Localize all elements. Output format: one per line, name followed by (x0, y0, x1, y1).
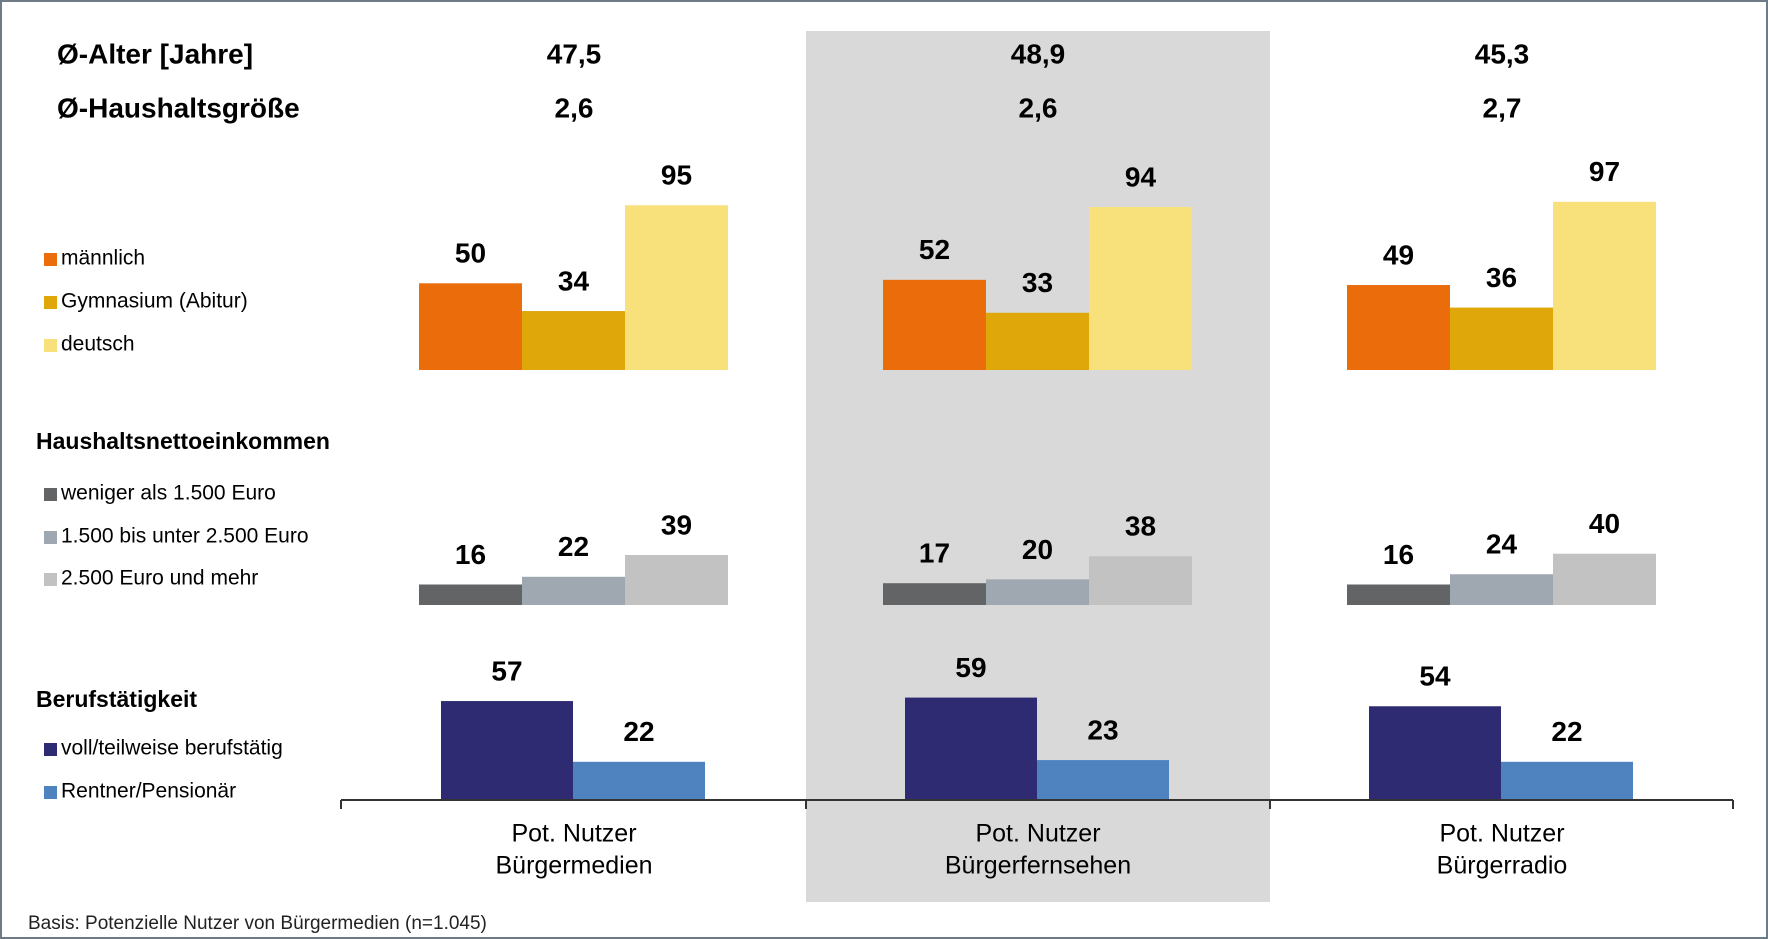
legend-swatch (44, 296, 57, 309)
data-label: 17 (919, 538, 950, 569)
bar (1501, 761, 1633, 800)
data-label: 16 (455, 539, 486, 570)
legend-swatch (44, 743, 57, 756)
bar (1347, 584, 1450, 605)
data-label: 57 (491, 655, 522, 686)
legend-label: männlich (61, 247, 145, 270)
bar (625, 555, 728, 605)
stat-value: 2,6 (555, 92, 594, 123)
data-label: 23 (1087, 714, 1118, 745)
data-label: 94 (1125, 161, 1157, 192)
bar (419, 584, 522, 605)
bar (883, 583, 986, 605)
bar (1037, 760, 1169, 800)
category-label: Pot. Nutzer (1439, 820, 1564, 848)
data-label: 40 (1589, 508, 1620, 539)
data-label: 34 (558, 265, 590, 296)
stat-value: 2,7 (1483, 92, 1522, 123)
legend-label: 2.500 Euro und mehr (61, 567, 258, 590)
legend-label: weniger als 1.500 Euro (60, 482, 276, 505)
bar (986, 579, 1089, 605)
data-label: 22 (1551, 716, 1582, 747)
category-label: Bürgermedien (495, 852, 652, 880)
legend-swatch (44, 339, 57, 352)
category-label: Bürgerradio (1437, 852, 1568, 880)
legend-swatch (44, 573, 57, 586)
data-label: 59 (955, 652, 986, 683)
category-axis: Pot. Nutzer Bürgermedien Pot. Nutzer Bürger… (340, 799, 1734, 880)
legend-swatch (44, 488, 57, 501)
data-label: 49 (1383, 239, 1414, 270)
legend-swatch (44, 253, 57, 266)
bar (1553, 201, 1656, 370)
bar (986, 312, 1089, 370)
stat-value: 45,3 (1475, 38, 1530, 69)
data-label: 16 (1383, 539, 1414, 570)
bar (1450, 307, 1553, 370)
legend-label: Rentner/Pensionär (61, 780, 236, 803)
stat-value: 2,6 (1019, 92, 1058, 123)
legend-label: Gymnasium (Abitur) (61, 290, 248, 313)
legend: männlich Gymnasium (Abitur) deutsch Haushal… (36, 247, 330, 803)
data-label: 54 (1419, 661, 1451, 692)
panel-title: Haushaltsnettoeinkommen (36, 428, 330, 454)
data-label: 33 (1022, 267, 1053, 298)
summary-stats: Ø-Alter [Jahre] 47,5 48,9 45,3 Ø-Haushaltsgr… (57, 38, 1529, 123)
legend-label: deutsch (61, 333, 135, 356)
highlight-column-background (806, 31, 1270, 902)
data-label: 22 (558, 531, 589, 562)
bar (1089, 207, 1192, 370)
data-label: 95 (661, 160, 692, 191)
stat-value: 47,5 (547, 38, 602, 69)
bar (522, 311, 625, 370)
bars: 50 34 95 52 33 94 49 36 97 16 22 39 17 20 38 16 24 40 57 22… (419, 156, 1656, 800)
legend-label: 1.500 bis unter 2.500 Euro (61, 525, 309, 548)
footnote: Basis: Potenzielle Nutzer von Bürgermedi… (28, 913, 487, 934)
category-label: Bürgerfernsehen (945, 852, 1131, 880)
bar (441, 701, 573, 800)
data-label: 39 (661, 509, 692, 540)
bar (1369, 706, 1501, 800)
bar (905, 697, 1037, 800)
data-label: 24 (1486, 529, 1518, 560)
data-label: 22 (623, 716, 654, 747)
bar (1553, 553, 1656, 605)
bar (1089, 556, 1192, 605)
bar (419, 283, 522, 370)
stat-label: Ø-Haushaltsgröße (57, 92, 300, 123)
bar (625, 205, 728, 370)
data-label: 36 (1486, 262, 1517, 293)
bar (573, 761, 705, 800)
data-label: 97 (1589, 156, 1620, 187)
category-label: Pot. Nutzer (975, 820, 1100, 848)
bar (522, 576, 625, 605)
data-label: 52 (919, 234, 950, 265)
stat-value: 48,9 (1011, 38, 1066, 69)
legend-label: voll/teilweise berufstätig (61, 737, 283, 760)
bar (1347, 285, 1450, 370)
legend-swatch (44, 786, 57, 799)
data-label: 38 (1125, 511, 1156, 542)
legend-swatch (44, 531, 57, 544)
data-label: 20 (1022, 534, 1053, 565)
data-label: 50 (455, 238, 486, 269)
category-label: Pot. Nutzer (511, 820, 636, 848)
panel-title: Berufstätigkeit (36, 686, 197, 712)
stat-label: Ø-Alter [Jahre] (57, 38, 253, 69)
bar (883, 279, 986, 370)
bar (1450, 574, 1553, 605)
